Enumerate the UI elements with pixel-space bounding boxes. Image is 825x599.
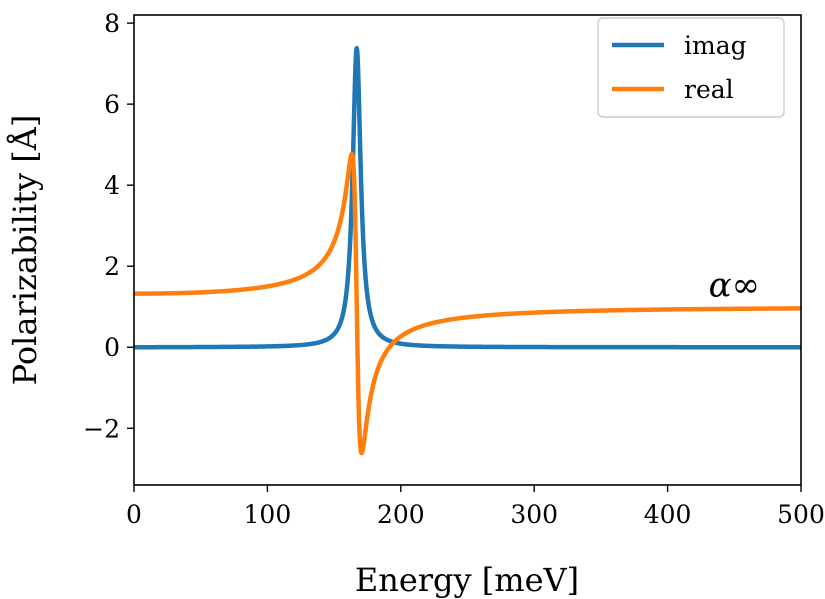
legend-label-imag: imag (684, 31, 747, 60)
y-tick-label: −2 (83, 414, 120, 443)
y-tick-label: 0 (104, 333, 120, 362)
series-layer (134, 45, 801, 456)
plot-frame (133, 14, 802, 486)
series-line-imag (134, 45, 801, 350)
y-tick-label: 4 (104, 171, 120, 200)
x-tick-label: 100 (244, 500, 292, 529)
x-tick-label: 200 (377, 500, 425, 529)
x-tick-label: 500 (777, 500, 825, 529)
x-tick-label: 300 (510, 500, 558, 529)
series-line-real (134, 151, 801, 456)
legend-label-real: real (684, 75, 734, 104)
legend: imag real (597, 17, 785, 118)
x-axis-label: Energy [meV] (355, 561, 579, 599)
y-tick-label: 6 (104, 90, 120, 119)
y-tick-label: 8 (104, 9, 120, 38)
x-tick-label: 400 (644, 500, 692, 529)
alpha-infinity-annotation: α∞ (709, 266, 760, 306)
y-tick-label: 2 (104, 252, 120, 281)
y-axis: −2 0 2 4 6 8 (83, 9, 134, 443)
x-axis: 0 100 200 300 400 500 (126, 485, 825, 529)
y-axis-label: Polarizability [Å] (6, 115, 44, 386)
x-tick-label: 0 (126, 500, 142, 529)
